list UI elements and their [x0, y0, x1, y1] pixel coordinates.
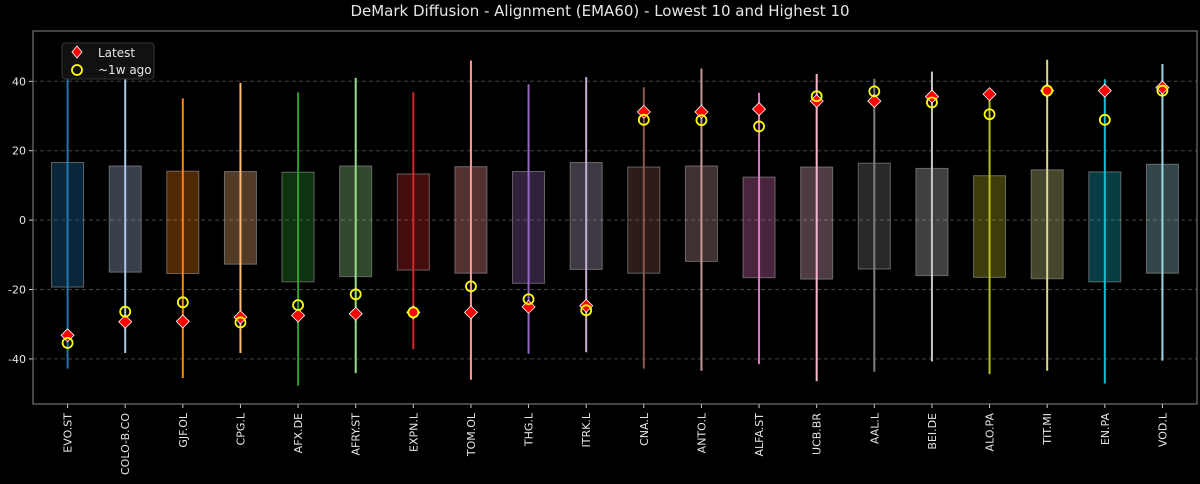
x-tick-label: AAL.L: [868, 412, 881, 444]
latest-marker: [118, 314, 133, 329]
week-ago-marker: [753, 120, 765, 133]
week-ago-marker: [522, 293, 535, 306]
latest-marker: [694, 104, 709, 119]
latest-marker: [751, 102, 767, 117]
x-tick-label: ALFA.ST: [753, 413, 766, 457]
chart-title: DeMark Diffusion - Alignment (EMA60) - L…: [350, 2, 849, 20]
y-tick-label: -20: [8, 283, 26, 296]
x-tick-label: TOM.OL: [465, 412, 478, 457]
x-tick-label: EVO.ST: [62, 413, 75, 453]
latest-marker: [521, 299, 536, 314]
x-tick-label: CNA.L: [638, 412, 651, 446]
week-ago-marker: [119, 305, 132, 318]
x-tick-label: ANTO.L: [695, 412, 708, 453]
latest-marker: [982, 87, 997, 102]
week-ago-marker: [234, 316, 247, 329]
legend: Latest ~1w ago: [61, 42, 155, 80]
week-ago-marker: [176, 296, 189, 309]
y-tick-label: 20: [12, 145, 26, 158]
legend-label-1w-ago: ~1w ago: [98, 63, 152, 77]
plot-area: [51, 49, 1179, 386]
week-ago-marker: [983, 108, 996, 121]
x-tick-label: AFX.DE: [292, 413, 305, 453]
week-ago-marker: [349, 288, 362, 301]
x-tick-label: VOD.L: [1156, 412, 1169, 447]
latest-marker: [291, 308, 306, 323]
x-axis: EVO.ST COLO-B.CO GJF.OL CPG.L AFX.DE AFRY.ST E…: [62, 404, 1169, 475]
week-ago-marker: [926, 96, 938, 109]
week-ago-marker: [407, 306, 420, 319]
y-axis: -40 -20 0 20 40: [8, 75, 33, 366]
grid: [33, 80, 1197, 360]
legend-diamond-icon: [71, 45, 83, 59]
latest-marker: [60, 328, 75, 343]
axes-frame: [32, 30, 1198, 405]
x-tick-label: THG.L: [523, 412, 536, 447]
x-tick-label: COLO-B.CO: [119, 413, 132, 475]
week-ago-marker: [1041, 84, 1054, 97]
y-tick-label: 0: [19, 214, 26, 227]
week-ago-marker: [868, 85, 881, 98]
x-tick-label: AFRY.ST: [350, 413, 363, 456]
legend-circle-icon: [71, 64, 83, 76]
x-tick-label: GJF.OL: [177, 412, 190, 447]
x-tick-label: UCB.BR: [811, 413, 824, 455]
x-tick-label: TIT.MI: [1041, 413, 1054, 446]
week-ago-marker: [1156, 84, 1169, 97]
latest-marker: [175, 314, 190, 329]
latest-marker: [1097, 83, 1112, 98]
week-ago-marker: [580, 304, 593, 317]
week-ago-marker: [61, 337, 74, 349]
latest-marker: [348, 306, 363, 321]
x-tick-label: ALO.PA: [984, 413, 997, 452]
week-ago-marker: [1098, 113, 1111, 126]
week-ago-marker: [810, 90, 823, 103]
latest-marker: [1155, 80, 1170, 95]
x-tick-label: CPG.L: [234, 412, 247, 445]
legend-box: [61, 42, 155, 80]
x-tick-label: BEI.DE: [926, 413, 939, 450]
week-ago-marker: [292, 299, 304, 312]
latest-marker: [636, 104, 651, 119]
week-ago-marker: [637, 113, 650, 126]
week-ago-marker: [695, 114, 708, 127]
x-tick-label: EN.PA: [1099, 413, 1112, 446]
legend-label-latest: Latest: [98, 46, 135, 60]
latest-marker: [867, 94, 882, 109]
y-tick-label: -40: [8, 353, 26, 366]
week-ago-marker: [465, 280, 477, 293]
y-tick-label: 40: [12, 75, 26, 88]
x-tick-label: ITRK.L: [580, 412, 593, 447]
x-tick-label: EXPN.L: [407, 412, 420, 452]
latest-marker: [463, 305, 479, 320]
